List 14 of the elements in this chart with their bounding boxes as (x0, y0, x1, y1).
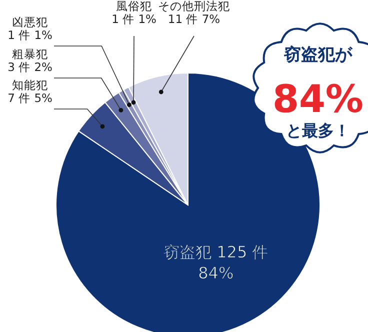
slice-label: 粗暴犯 (12, 47, 48, 61)
data-label: 11 件 7% (168, 12, 220, 26)
data-label: 3 件 2% (8, 60, 53, 74)
data-label: 1 件 1% (8, 28, 53, 42)
data-label: 7 件 5% (8, 91, 53, 105)
text: 84% (272, 77, 364, 121)
slice-label: 風俗犯 (116, 0, 152, 13)
text: と最多！ (286, 121, 350, 140)
data-label: 1 件 1% (112, 12, 157, 26)
text: 窃盗犯が (283, 45, 353, 65)
slice-label: その他刑法犯 (158, 0, 230, 13)
slice-label: 凶悪犯 (12, 15, 48, 29)
slice-label: 知能犯 (12, 78, 48, 92)
slice-label: 窃盗犯 125 件 84% (164, 242, 268, 282)
